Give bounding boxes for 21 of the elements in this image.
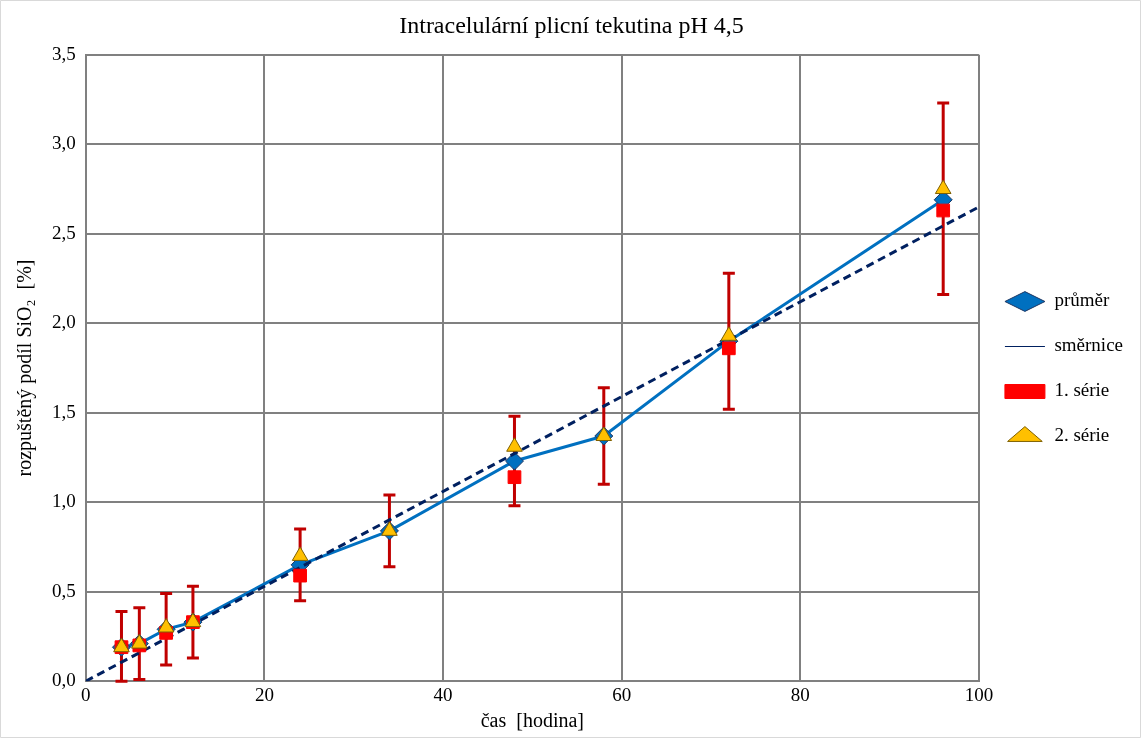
- y-tick-label: 0,5: [52, 579, 76, 601]
- y-tick-label: 1,0: [52, 490, 76, 512]
- x-axis-title: čas [hodina]: [480, 709, 584, 732]
- legend-label: průměr: [1054, 289, 1110, 311]
- x-tick-label: 80: [790, 683, 810, 705]
- x-tick-label: 40: [433, 683, 453, 705]
- x-tick-label: 60: [612, 683, 632, 705]
- y-tick-label: 2,5: [52, 221, 76, 243]
- x-tick-label: 100: [964, 683, 994, 705]
- y-tick-label: 1,5: [52, 400, 76, 422]
- legend-label: 1. série: [1054, 379, 1110, 401]
- y-tick-label: 0,0: [52, 669, 76, 691]
- legend-label: směrnice: [1054, 334, 1123, 356]
- chart-title: Intracelulární plicní tekutina pH 4,5: [399, 11, 744, 38]
- legend-label: 2. série: [1054, 424, 1110, 446]
- y-tick-label: 3,0: [52, 132, 76, 154]
- x-tick-label: 20: [254, 683, 274, 705]
- y-tick-label: 3,5: [52, 42, 76, 64]
- y-axis-title: rozpuštěný podíl SiO₂ [%]: [13, 259, 37, 477]
- y-tick-label: 2,0: [52, 311, 76, 333]
- x-tick-label: 0: [81, 683, 91, 705]
